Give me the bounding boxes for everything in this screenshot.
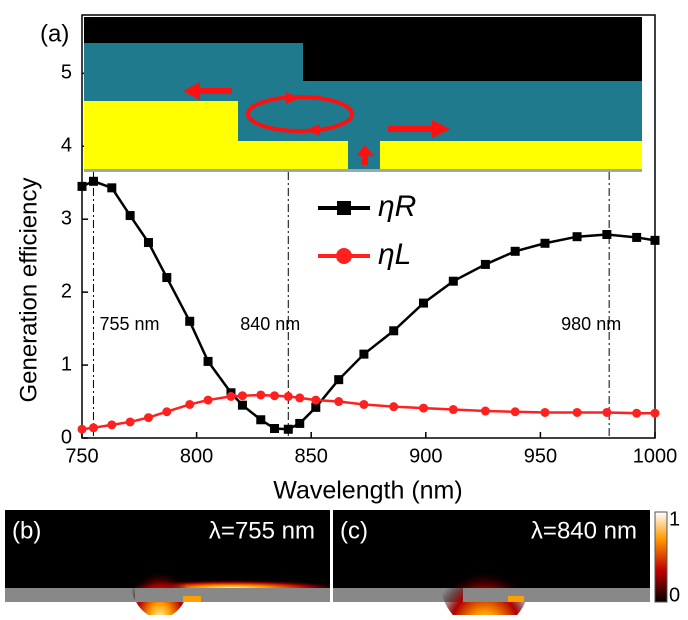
legend-marker [336,248,352,264]
marker [359,399,369,409]
marker [311,395,321,405]
marker [185,316,195,326]
marker [650,235,660,245]
marker [572,232,582,242]
marker [226,391,236,401]
marker [203,395,213,405]
annotation: 755 nm [99,314,159,334]
field-maps [5,510,668,620]
marker [283,391,293,401]
colorbar-min: 0 [669,584,680,606]
x-tick-label: 900 [409,445,442,467]
marker [88,176,98,186]
series-line [81,179,656,431]
marker [480,259,490,269]
marker [448,276,458,286]
marker [510,246,520,256]
marker [162,273,172,283]
marker [334,375,344,385]
y-tick-label: 0 [61,426,72,448]
panel-label: (a) [40,20,69,47]
marker [237,400,247,410]
marker [88,423,98,433]
marker [389,402,399,412]
marker [107,183,117,193]
marker [419,298,429,308]
marker [203,356,213,366]
marker [510,407,520,417]
schematic [84,17,642,172]
x-tick-label: 850 [295,445,328,467]
marker [283,424,293,434]
x-tick-label: 950 [524,445,557,467]
marker [448,405,458,415]
marker [77,424,87,434]
marker [125,417,135,427]
marker [572,407,582,417]
panel-text: λ=840 nm [531,517,637,544]
panel-text: λ=755 nm [209,517,315,544]
y-tick-label: 1 [61,353,72,375]
marker [480,406,490,416]
marker [602,230,612,240]
x-axis-title: Wavelength (nm) [273,477,462,505]
colorbar-max: 1 [669,508,680,530]
marker [77,181,87,191]
x-tick-label: 750 [65,445,98,467]
marker [256,415,266,425]
marker [256,390,266,400]
y-tick-label: 4 [61,135,72,157]
legend-label: ηR [378,190,416,223]
annotation: 980 nm [561,314,621,334]
panel-label: (b) [12,517,41,544]
x-tick-label: 800 [180,445,213,467]
annotation: 840 nm [240,314,300,334]
marker [540,238,550,248]
x-tick-label: 1000 [633,445,678,467]
marker [632,408,642,418]
y-axis-title: Generation efficiency [15,177,42,402]
plot-frame [81,14,656,439]
legend-marker [337,201,351,215]
marker [143,238,153,248]
marker [237,391,247,401]
marker [270,391,280,401]
y-tick-label: 3 [61,207,72,229]
marker [311,402,321,412]
marker [650,408,660,418]
marker [419,403,429,413]
marker [540,407,550,417]
marker [125,211,135,221]
marker [185,399,195,409]
y-tick-label: 5 [61,62,72,84]
marker [389,326,399,336]
marker [602,407,612,417]
marker [632,232,642,242]
panel-label: (c) [340,517,368,544]
marker [295,393,305,403]
marker [359,349,369,359]
marker [270,424,280,434]
marker [143,413,153,423]
marker [107,420,117,430]
marker [295,418,305,428]
marker [334,397,344,407]
y-tick-label: 2 [61,280,72,302]
legend-label: ηL [378,238,411,271]
marker [162,407,172,417]
